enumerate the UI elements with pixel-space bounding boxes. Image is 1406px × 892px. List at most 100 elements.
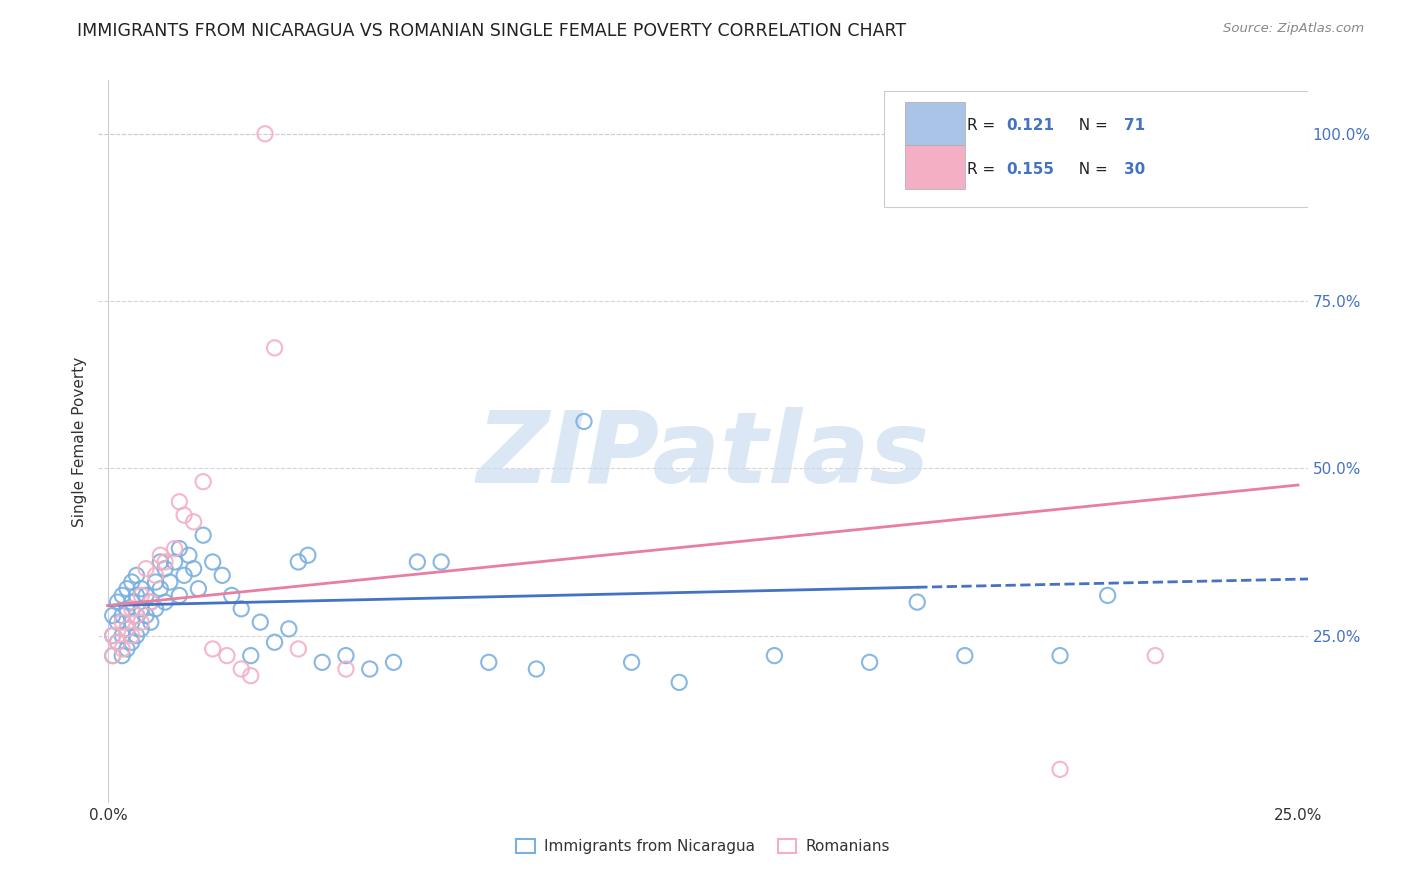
Point <box>135 562 157 576</box>
Point <box>239 648 262 663</box>
Point <box>125 568 148 582</box>
Point <box>125 589 148 603</box>
Point <box>121 615 143 630</box>
Point <box>191 528 214 542</box>
Point <box>107 635 129 649</box>
Point <box>1049 762 1071 776</box>
Point <box>111 642 134 657</box>
Point <box>572 414 595 429</box>
Point <box>121 635 143 649</box>
Point <box>129 582 152 596</box>
Point <box>620 655 643 669</box>
Point <box>145 602 167 616</box>
Point <box>101 628 124 642</box>
Point <box>249 615 271 630</box>
Point <box>107 615 129 630</box>
FancyBboxPatch shape <box>884 91 1308 207</box>
Point <box>129 602 152 616</box>
Point <box>1097 589 1119 603</box>
Point <box>111 608 134 623</box>
Text: ZIPatlas: ZIPatlas <box>477 408 929 505</box>
Point <box>159 575 181 590</box>
Point <box>139 595 162 609</box>
Point <box>169 541 191 556</box>
Point <box>121 628 143 642</box>
Point <box>231 662 253 676</box>
Point <box>107 595 129 609</box>
FancyBboxPatch shape <box>905 145 966 189</box>
Point <box>905 595 928 609</box>
Point <box>163 541 186 556</box>
Point <box>668 675 690 690</box>
Point <box>191 475 214 489</box>
Point <box>139 595 162 609</box>
Text: 30: 30 <box>1123 161 1144 177</box>
Text: N =: N = <box>1070 161 1114 177</box>
Point <box>107 635 129 649</box>
Point <box>263 341 285 355</box>
Point <box>153 562 176 576</box>
Point <box>406 555 429 569</box>
Point <box>115 622 138 636</box>
Point <box>287 555 309 569</box>
Point <box>111 628 134 642</box>
Point <box>139 615 162 630</box>
Point <box>145 575 167 590</box>
Point <box>115 582 138 596</box>
Point <box>135 589 157 603</box>
Point <box>121 595 143 609</box>
Point <box>149 548 172 563</box>
Point <box>953 648 976 663</box>
Point <box>859 655 882 669</box>
Point <box>149 555 172 569</box>
Point <box>169 589 191 603</box>
Point <box>129 589 152 603</box>
Point <box>239 669 262 683</box>
Point <box>121 602 143 616</box>
Point <box>1049 648 1071 663</box>
Point <box>287 642 309 657</box>
Text: 0.155: 0.155 <box>1007 161 1054 177</box>
Point <box>115 622 138 636</box>
Point <box>430 555 453 569</box>
Point <box>135 608 157 623</box>
Point <box>101 608 124 623</box>
Point <box>277 622 299 636</box>
Point <box>215 648 238 663</box>
Point <box>311 655 333 669</box>
Point <box>211 568 233 582</box>
Point <box>149 582 172 596</box>
Point <box>524 662 547 676</box>
Point <box>129 622 152 636</box>
Point <box>177 548 200 563</box>
Legend: Immigrants from Nicaragua, Romanians: Immigrants from Nicaragua, Romanians <box>510 833 896 860</box>
Point <box>478 655 501 669</box>
Text: 71: 71 <box>1123 119 1144 133</box>
Point <box>111 589 134 603</box>
Point <box>125 608 148 623</box>
Text: N =: N = <box>1070 119 1114 133</box>
Point <box>221 589 243 603</box>
Y-axis label: Single Female Poverty: Single Female Poverty <box>72 357 87 526</box>
Point <box>101 648 124 663</box>
Text: R =: R = <box>966 161 1000 177</box>
Point <box>125 628 148 642</box>
Point <box>169 494 191 508</box>
Point <box>145 568 167 582</box>
Point <box>153 555 176 569</box>
Point <box>183 562 205 576</box>
Text: R =: R = <box>966 119 1000 133</box>
Point <box>163 555 186 569</box>
Point <box>111 615 134 630</box>
Point <box>173 508 195 523</box>
Point <box>297 548 319 563</box>
Point <box>183 515 205 529</box>
Point <box>115 642 138 657</box>
FancyBboxPatch shape <box>905 102 966 145</box>
Point <box>763 648 786 663</box>
Text: IMMIGRANTS FROM NICARAGUA VS ROMANIAN SINGLE FEMALE POVERTY CORRELATION CHART: IMMIGRANTS FROM NICARAGUA VS ROMANIAN SI… <box>77 22 907 40</box>
Point <box>382 655 405 669</box>
Point <box>359 662 381 676</box>
Point <box>1144 648 1167 663</box>
Point <box>201 642 224 657</box>
